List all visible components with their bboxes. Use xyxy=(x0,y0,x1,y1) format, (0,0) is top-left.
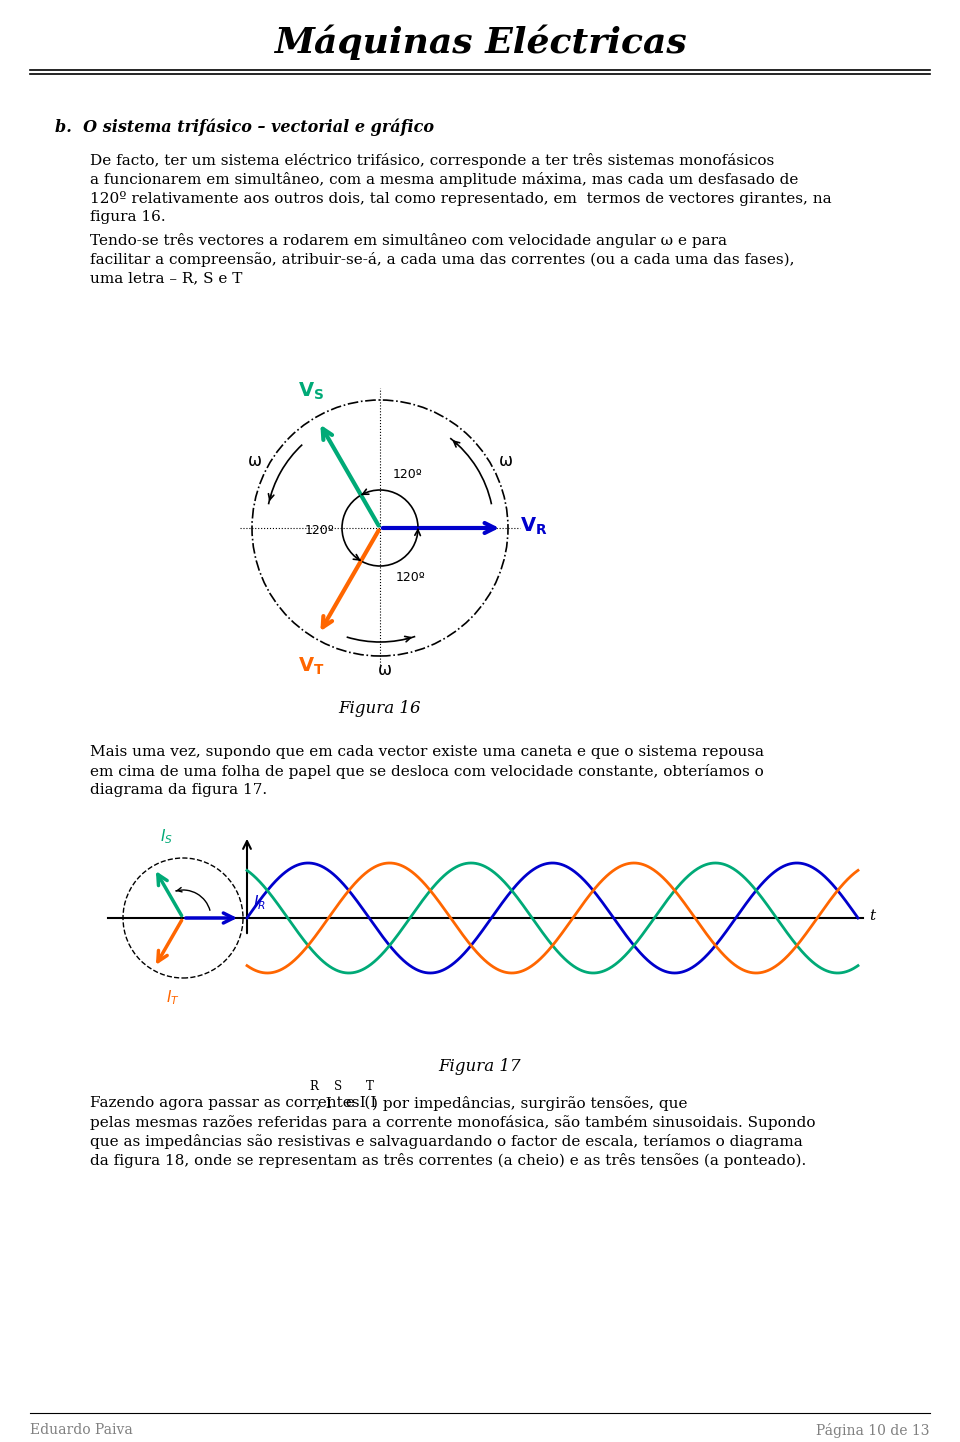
Text: b.  O sistema trifásico – vectorial e gráfico: b. O sistema trifásico – vectorial e grá… xyxy=(55,118,434,136)
Text: em cima de uma folha de papel que se desloca com velocidade constante, obteríamo: em cima de uma folha de papel que se des… xyxy=(90,764,764,779)
Text: T: T xyxy=(366,1080,373,1093)
Text: De facto, ter um sistema eléctrico trifásico, corresponde a ter três sistemas mo: De facto, ter um sistema eléctrico trifá… xyxy=(90,153,775,169)
Text: a funcionarem em simultâneo, com a mesma amplitude máxima, mas cada um desfasado: a funcionarem em simultâneo, com a mesma… xyxy=(90,172,799,187)
Text: 120º: 120º xyxy=(396,571,425,584)
Text: Fazendo agora passar as correntes (I: Fazendo agora passar as correntes (I xyxy=(90,1096,376,1110)
Text: $\mathbf{V_S}$: $\mathbf{V_S}$ xyxy=(298,381,324,402)
Text: $I_T$: $I_T$ xyxy=(166,988,180,1007)
Text: Máquinas Eléctricas: Máquinas Eléctricas xyxy=(274,25,686,59)
Text: $I_S$: $I_S$ xyxy=(160,828,173,846)
Text: 120º relativamente aos outros dois, tal como representado, em  termos de vectore: 120º relativamente aos outros dois, tal … xyxy=(90,190,831,206)
Text: 120º: 120º xyxy=(393,469,422,482)
Text: $\mathbf{V_T}$: $\mathbf{V_T}$ xyxy=(298,656,324,676)
Text: R: R xyxy=(309,1080,318,1093)
Text: Tendo-se três vectores a rodarem em simultâneo com velocidade angular ω e para: Tendo-se três vectores a rodarem em simu… xyxy=(90,234,727,248)
Text: , I: , I xyxy=(316,1096,331,1110)
Text: da figura 18, onde se representam as três correntes (a cheio) e as três tensões : da figura 18, onde se representam as trê… xyxy=(90,1154,806,1168)
Text: facilitar a compreensão, atribuir-se-á, a cada uma das correntes (ou a cada uma : facilitar a compreensão, atribuir-se-á, … xyxy=(90,252,795,267)
Text: ω: ω xyxy=(498,453,513,470)
Text: t: t xyxy=(869,908,876,923)
Text: ω: ω xyxy=(248,453,262,470)
Text: figura 16.: figura 16. xyxy=(90,211,166,224)
Text: Página 10 de 13: Página 10 de 13 xyxy=(817,1423,930,1438)
Text: $\mathbf{V_R}$: $\mathbf{V_R}$ xyxy=(520,515,547,536)
Text: Mais uma vez, supondo que em cada vector existe uma caneta e que o sistema repou: Mais uma vez, supondo que em cada vector… xyxy=(90,746,764,758)
Text: 120º: 120º xyxy=(305,523,335,536)
Text: ω: ω xyxy=(378,660,392,679)
Text: que as impedâncias são resistivas e salvaguardando o factor de escala, teríamos : que as impedâncias são resistivas e salv… xyxy=(90,1133,803,1149)
Text: e I: e I xyxy=(341,1096,366,1110)
Text: $I_R$: $I_R$ xyxy=(253,893,266,911)
Text: diagrama da figura 17.: diagrama da figura 17. xyxy=(90,783,267,797)
Text: Eduardo Paiva: Eduardo Paiva xyxy=(30,1423,132,1438)
Text: pelas mesmas razões referidas para a corrente monofásica, são também sinusoidais: pelas mesmas razões referidas para a cor… xyxy=(90,1115,815,1131)
Text: S: S xyxy=(334,1080,343,1093)
Text: ) por impedâncias, surgirão tensões, que: ) por impedâncias, surgirão tensões, que xyxy=(372,1096,688,1110)
Text: Figura 16: Figura 16 xyxy=(339,699,421,717)
Text: uma letra – R, S e T: uma letra – R, S e T xyxy=(90,271,242,286)
Text: Figura 17: Figura 17 xyxy=(439,1058,521,1074)
